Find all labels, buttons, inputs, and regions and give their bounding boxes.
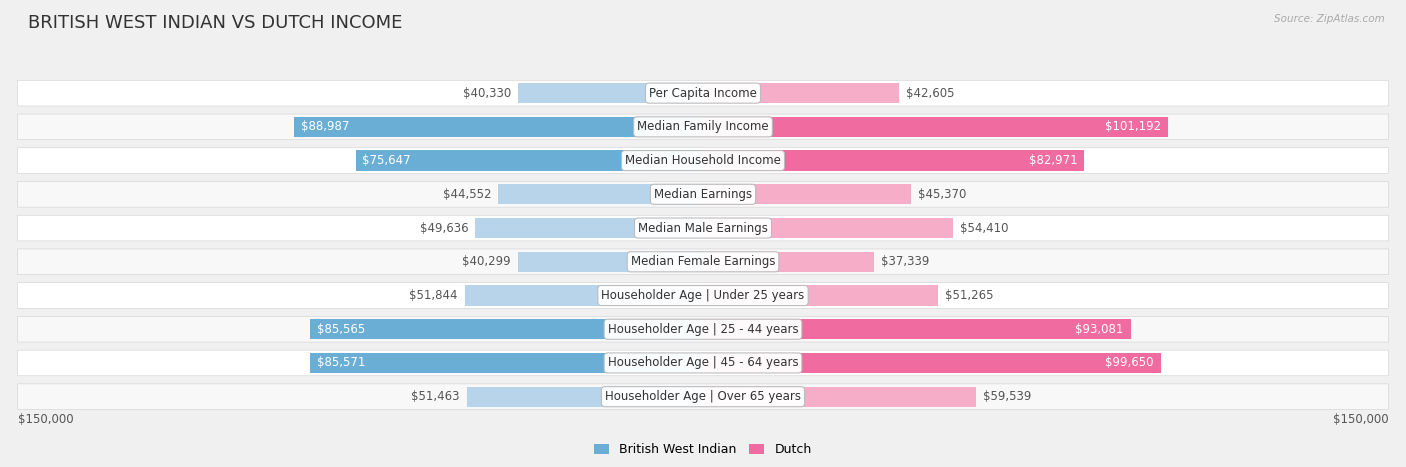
Bar	[309, 319, 703, 340]
FancyBboxPatch shape	[17, 350, 1389, 376]
Text: BRITISH WEST INDIAN VS DUTCH INCOME: BRITISH WEST INDIAN VS DUTCH INCOME	[28, 14, 402, 32]
Text: Householder Age | 25 - 44 years: Householder Age | 25 - 44 years	[607, 323, 799, 336]
Bar	[703, 83, 898, 103]
Bar	[703, 117, 1168, 137]
Bar	[703, 218, 953, 238]
FancyBboxPatch shape	[17, 283, 1389, 308]
Bar	[703, 353, 1161, 373]
Text: $54,410: $54,410	[960, 221, 1008, 234]
Text: $85,565: $85,565	[316, 323, 366, 336]
Bar	[475, 218, 703, 238]
Text: Per Capita Income: Per Capita Income	[650, 87, 756, 99]
Bar	[294, 117, 703, 137]
Bar	[703, 252, 875, 272]
FancyBboxPatch shape	[17, 80, 1389, 106]
Text: Median Female Earnings: Median Female Earnings	[631, 255, 775, 268]
FancyBboxPatch shape	[17, 215, 1389, 241]
Text: $85,571: $85,571	[316, 356, 366, 369]
Bar	[309, 353, 703, 373]
Text: $59,539: $59,539	[983, 390, 1032, 403]
Text: Householder Age | 45 - 64 years: Householder Age | 45 - 64 years	[607, 356, 799, 369]
Text: Median Earnings: Median Earnings	[654, 188, 752, 201]
Text: $51,265: $51,265	[945, 289, 994, 302]
Bar	[703, 387, 976, 407]
Bar	[517, 83, 703, 103]
Text: $99,650: $99,650	[1105, 356, 1154, 369]
Text: $150,000: $150,000	[17, 413, 73, 426]
Text: $93,081: $93,081	[1076, 323, 1123, 336]
Bar	[517, 252, 703, 272]
Text: $150,000: $150,000	[1333, 413, 1389, 426]
FancyBboxPatch shape	[17, 317, 1389, 342]
Text: $88,987: $88,987	[301, 120, 350, 134]
FancyBboxPatch shape	[17, 148, 1389, 173]
Bar	[703, 285, 938, 305]
Text: $51,844: $51,844	[409, 289, 458, 302]
Bar	[498, 184, 703, 205]
Text: $40,299: $40,299	[463, 255, 510, 268]
Text: $37,339: $37,339	[882, 255, 929, 268]
Text: $75,647: $75,647	[363, 154, 411, 167]
Text: $51,463: $51,463	[411, 390, 460, 403]
Text: Source: ZipAtlas.com: Source: ZipAtlas.com	[1274, 14, 1385, 24]
Legend: British West Indian, Dutch: British West Indian, Dutch	[589, 439, 817, 461]
Text: $101,192: $101,192	[1105, 120, 1161, 134]
Text: $44,552: $44,552	[443, 188, 492, 201]
Bar	[465, 285, 703, 305]
Text: $40,330: $40,330	[463, 87, 510, 99]
FancyBboxPatch shape	[17, 249, 1389, 275]
Text: Median Family Income: Median Family Income	[637, 120, 769, 134]
FancyBboxPatch shape	[17, 182, 1389, 207]
Bar	[703, 150, 1084, 171]
Bar	[356, 150, 703, 171]
Text: Householder Age | Under 25 years: Householder Age | Under 25 years	[602, 289, 804, 302]
Bar	[703, 319, 1130, 340]
Text: $42,605: $42,605	[905, 87, 955, 99]
Text: $82,971: $82,971	[1029, 154, 1077, 167]
Text: $45,370: $45,370	[918, 188, 967, 201]
Text: $49,636: $49,636	[419, 221, 468, 234]
FancyBboxPatch shape	[17, 384, 1389, 410]
Text: Householder Age | Over 65 years: Householder Age | Over 65 years	[605, 390, 801, 403]
Text: Median Household Income: Median Household Income	[626, 154, 780, 167]
Bar	[703, 184, 911, 205]
Bar	[467, 387, 703, 407]
Text: Median Male Earnings: Median Male Earnings	[638, 221, 768, 234]
FancyBboxPatch shape	[17, 114, 1389, 140]
